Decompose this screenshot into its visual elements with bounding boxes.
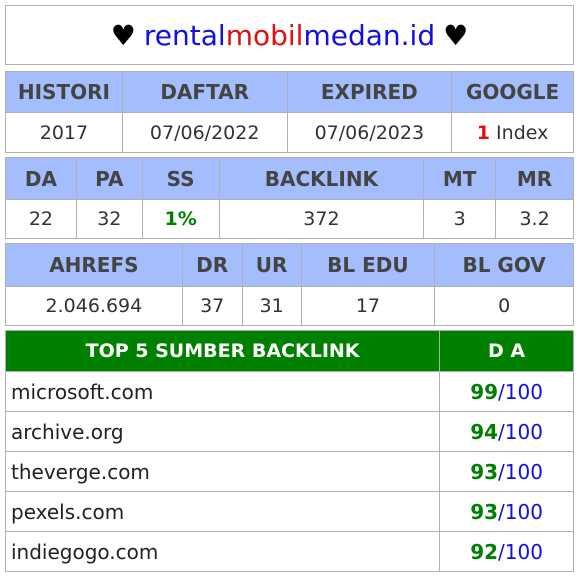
domain-info-table: HISTORI DAFTAR EXPIRED GOOGLE 2017 07/06… <box>5 71 574 153</box>
backlink-da-score: 92 <box>470 539 499 564</box>
value-google: 1 Index <box>451 112 574 153</box>
header-ur: UR <box>241 243 302 287</box>
value-ahrefs: 2.046.694 <box>5 286 183 326</box>
header-bl-gov: BL GOV <box>434 243 574 287</box>
backlink-da-max: /100 <box>498 459 543 484</box>
heart-right-icon: ♥ <box>443 18 469 52</box>
google-index-count: 1 <box>476 121 491 144</box>
site-title: rentalmobilmedan.id <box>144 19 435 52</box>
header-ss: SS <box>141 157 220 200</box>
header-histori: HISTORI <box>5 71 123 113</box>
backlink-site: microsoft.com <box>4 371 441 412</box>
table-row: microsoft.com 99/100 <box>4 371 574 412</box>
header-google: GOOGLE <box>451 71 574 113</box>
top-backlinks-table: TOP 5 SUMBER BACKLINK D A microsoft.com … <box>4 330 574 572</box>
value-histori: 2017 <box>5 112 123 153</box>
header-backlink: BACKLINK <box>218 157 425 200</box>
header-mr: MR <box>495 157 574 200</box>
backlink-da-score: 93 <box>470 499 499 524</box>
value-pa: 32 <box>75 199 143 239</box>
backlink-da: 93/100 <box>439 451 574 492</box>
backlink-da: 93/100 <box>439 491 574 532</box>
site-title-banner: ♥ rentalmobilmedan.id ♥ <box>5 5 574 65</box>
header-daftar: DAFTAR <box>121 71 288 113</box>
backlink-da-max: /100 <box>498 419 543 444</box>
backlink-da-score: 99 <box>470 379 499 404</box>
title-part-mobil: mobil <box>225 18 304 52</box>
backlink-site: pexels.com <box>4 491 441 532</box>
header-top-sources: TOP 5 SUMBER BACKLINK <box>4 330 441 372</box>
value-dr: 37 <box>181 286 243 326</box>
backlink-site: archive.org <box>4 411 441 452</box>
backlink-site: theverge.com <box>4 451 441 492</box>
value-backlink: 372 <box>218 199 425 239</box>
backlink-da-max: /100 <box>498 539 543 564</box>
value-bl-gov: 0 <box>434 286 574 326</box>
backlink-da: 92/100 <box>439 531 574 572</box>
value-expired: 07/06/2023 <box>286 112 453 153</box>
title-part-medan: medan.id <box>303 18 436 52</box>
table-row: theverge.com 93/100 <box>4 451 574 492</box>
header-expired: EXPIRED <box>286 71 453 113</box>
header-domain-authority: D A <box>439 330 574 372</box>
table-row: indiegogo.com 92/100 <box>4 531 574 572</box>
metrics-table: DA PA SS BACKLINK MT MR 22 32 1% 372 3 3… <box>5 157 574 239</box>
google-index-label: Index <box>490 121 549 144</box>
backlink-da-max: /100 <box>498 499 543 524</box>
backlink-da-score: 93 <box>470 459 499 484</box>
value-mr: 3.2 <box>495 199 574 239</box>
value-da: 22 <box>5 199 77 239</box>
ahrefs-table: AHREFS DR UR BL EDU BL GOV 2.046.694 37 … <box>5 243 574 326</box>
backlink-site: indiegogo.com <box>4 531 441 572</box>
header-pa: PA <box>75 157 143 200</box>
header-da: DA <box>5 157 77 200</box>
value-mt: 3 <box>423 199 497 239</box>
table-row: pexels.com 93/100 <box>4 491 574 532</box>
value-ss: 1% <box>141 199 220 239</box>
header-mt: MT <box>423 157 497 200</box>
value-daftar: 07/06/2022 <box>121 112 288 153</box>
value-bl-edu: 17 <box>300 286 436 326</box>
backlink-da-max: /100 <box>498 379 543 404</box>
title-part-rental: rental <box>143 18 226 52</box>
heart-left-icon: ♥ <box>110 18 136 52</box>
header-dr: DR <box>181 243 243 287</box>
table-row: archive.org 94/100 <box>4 411 574 452</box>
backlink-da-score: 94 <box>470 419 499 444</box>
backlink-da: 99/100 <box>439 371 574 412</box>
backlink-da: 94/100 <box>439 411 574 452</box>
header-ahrefs: AHREFS <box>5 243 183 287</box>
header-bl-edu: BL EDU <box>300 243 436 287</box>
value-ur: 31 <box>241 286 302 326</box>
